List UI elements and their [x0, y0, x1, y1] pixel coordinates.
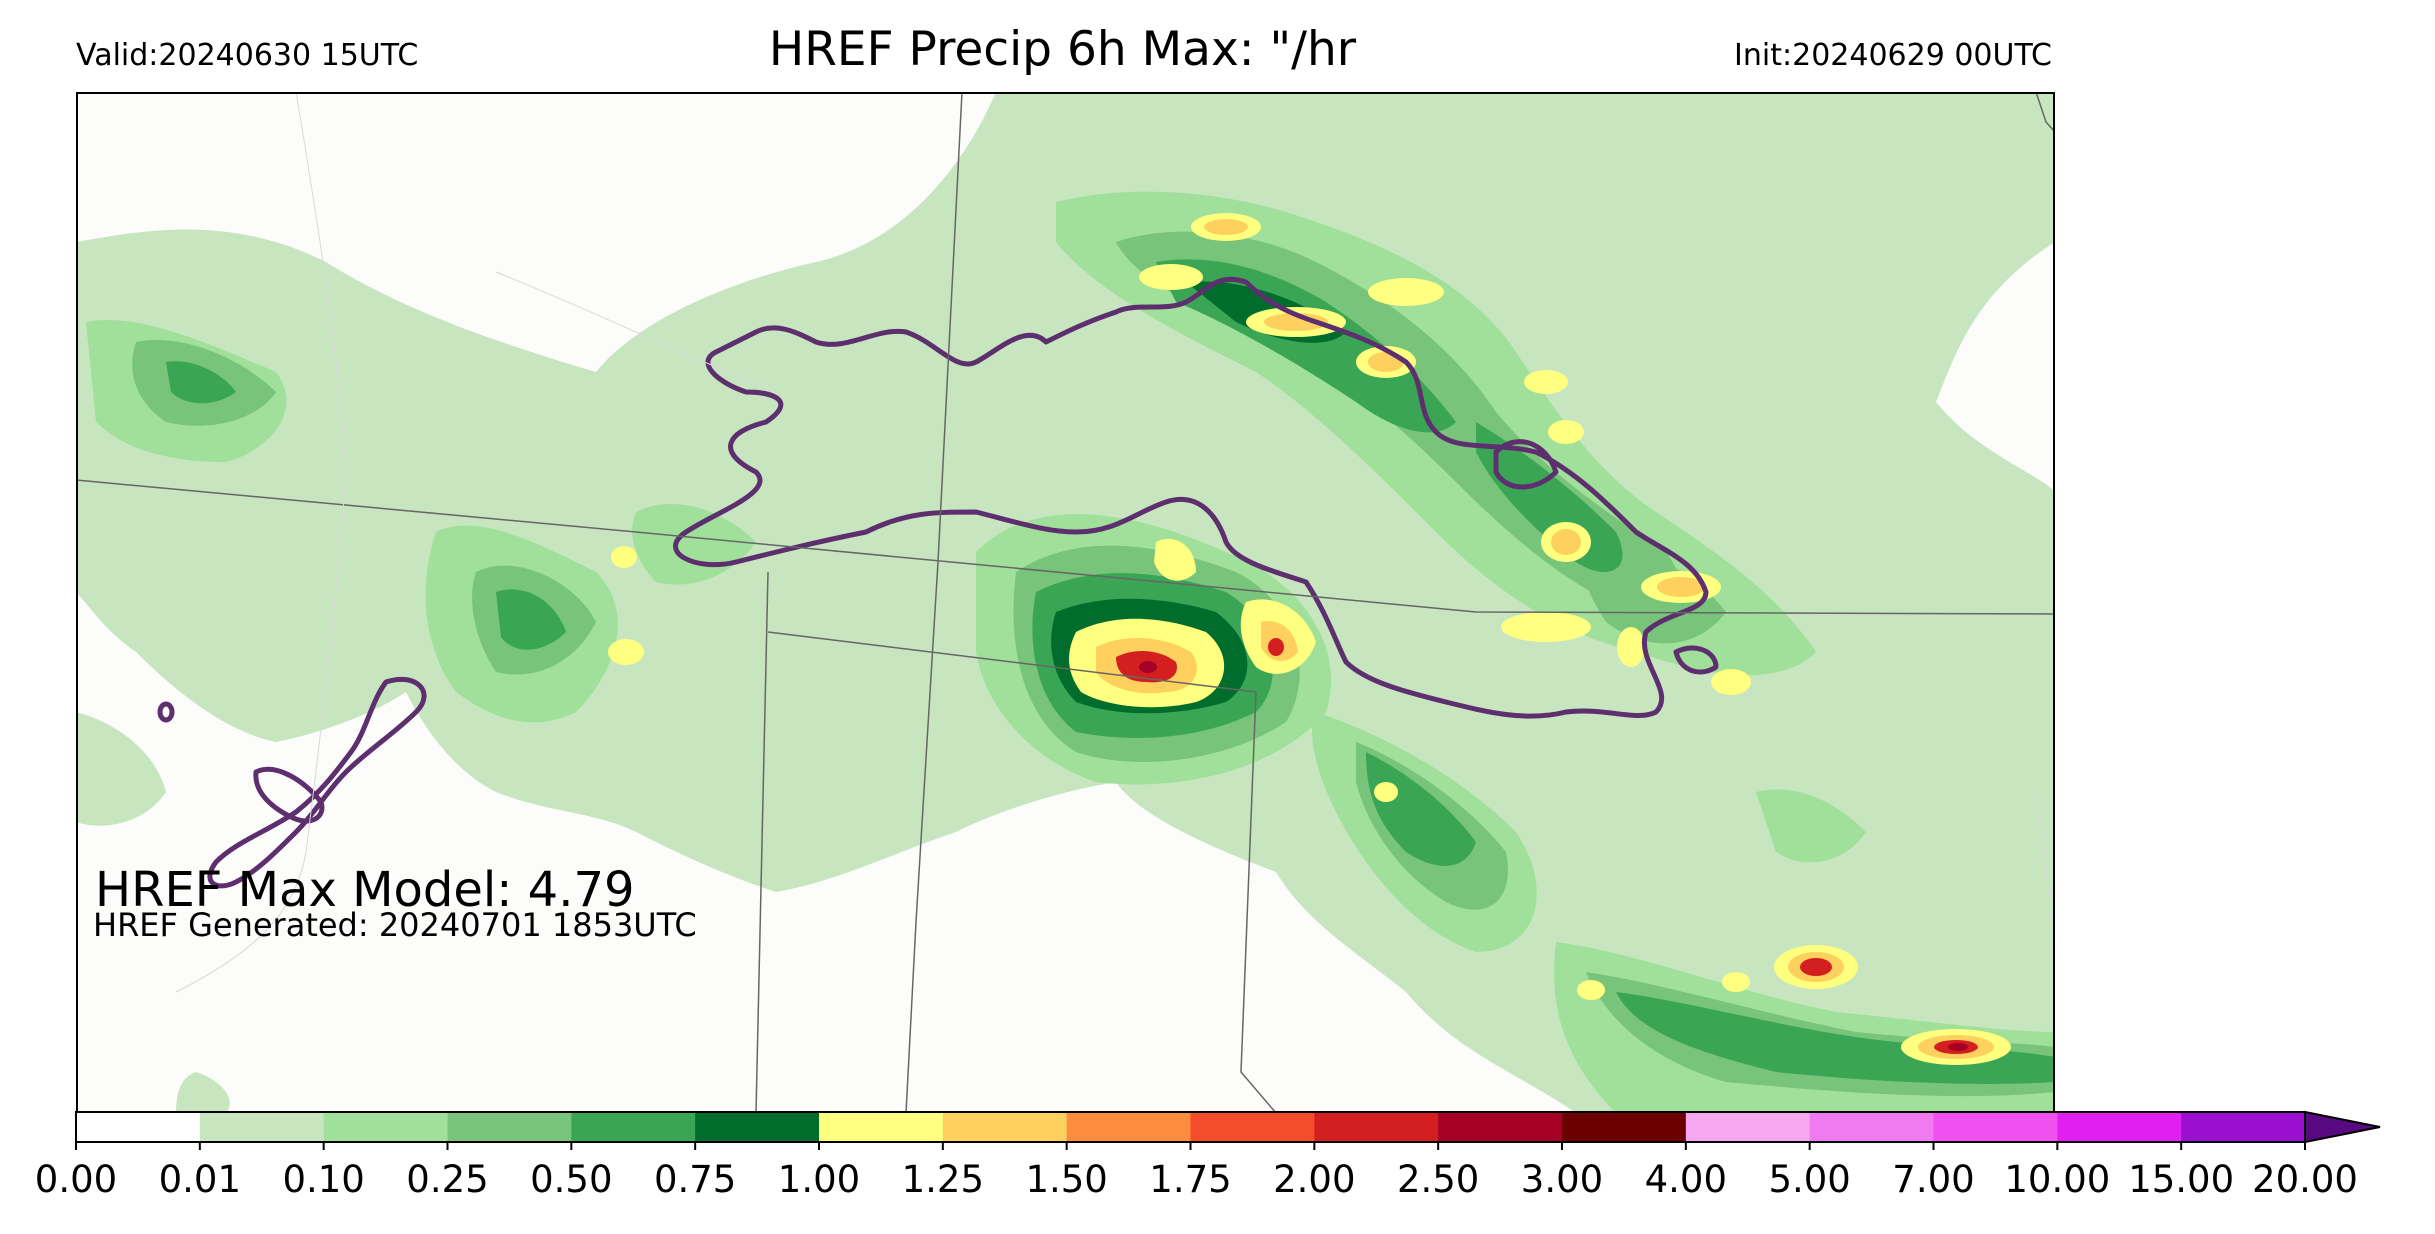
colorbar-swatch	[695, 1112, 820, 1142]
colorbar-swatch	[76, 1112, 201, 1142]
colorbar-tick-label: 2.50	[1397, 1158, 1479, 1201]
contour-outlines	[157, 276, 1719, 889]
generated-annotation: HREF Generated: 20240701 1853UTC	[93, 906, 697, 944]
colorbar-swatch	[1562, 1112, 1687, 1142]
precip-map	[76, 92, 2055, 1113]
colorbar-tick-label: 0.01	[159, 1158, 241, 1201]
colorbar-swatch	[942, 1112, 1068, 1142]
colorbar-swatch	[1314, 1112, 1439, 1142]
colorbar-tick-label: 2.00	[1273, 1158, 1355, 1201]
colorbar-swatch	[1933, 1112, 2058, 1142]
valid-time-label: Valid:20240630 15UTC	[76, 38, 419, 73]
colorbar-tick-label: 15.00	[2128, 1158, 2234, 1201]
colorbar-tick-label: 1.00	[778, 1158, 860, 1201]
colorbar-tick-label: 1.75	[1149, 1158, 1231, 1201]
colorbar-tick-label: 7.00	[1892, 1158, 1974, 1201]
colorbar-tick-label: 10.00	[2004, 1158, 2110, 1201]
colorbar: 0.00 0.01 0.10 0.25 0.50 0.75 1.00 1.25 1.50 1.75…	[35, 1110, 2381, 1201]
colorbar-tick-label: 0.00	[35, 1158, 117, 1201]
colorbar-tick-label: 3.00	[1521, 1158, 1603, 1201]
colorbar-swatch	[1066, 1112, 1191, 1142]
colorbar-swatch	[819, 1112, 944, 1142]
precip-cores-deep-red	[1139, 661, 1968, 1051]
colorbar-tick-labels: 0.00 0.01 0.10 0.25 0.50 0.75 1.00 1.25 1.50 1.75…	[35, 1142, 2358, 1201]
colorbar-swatch	[571, 1112, 696, 1142]
colorbar-tick-label: 0.50	[530, 1158, 612, 1201]
max-model-annotation: HREF Max Model: 4.79	[95, 862, 635, 918]
colorbar-tick-label: 20.00	[2252, 1158, 2358, 1201]
colorbar-tick-label: 1.25	[902, 1158, 984, 1201]
init-time-label: Init:20240629 00UTC	[1734, 38, 2052, 73]
colorbar-swatch	[1190, 1112, 1315, 1142]
colorbar-tick-label: 0.10	[282, 1158, 364, 1201]
colorbar-swatches	[75, 1110, 2381, 1144]
colorbar-swatch	[2057, 1112, 2182, 1142]
colorbar-swatch	[323, 1112, 448, 1142]
colorbar-swatch	[1685, 1112, 1811, 1142]
colorbar-swatch	[2181, 1112, 2306, 1142]
colorbar-tick-label: 0.25	[406, 1158, 488, 1201]
colorbar-swatch	[1438, 1112, 1563, 1142]
colorbar-tick-label: 1.50	[1025, 1158, 1107, 1201]
colorbar-tick-label: 4.00	[1645, 1158, 1727, 1201]
colorbar-swatch	[1809, 1112, 1934, 1142]
colorbar-extend-arrow	[2304, 1110, 2381, 1144]
border-lines	[76, 92, 2055, 1113]
colorbar-tick-label: 5.00	[1768, 1158, 1850, 1201]
colorbar-tick-label: 0.75	[654, 1158, 736, 1201]
colorbar-swatch	[447, 1112, 572, 1142]
colorbar-swatch	[199, 1112, 325, 1142]
map-title-text: HREF Precip 6h Max: "/hr	[768, 22, 1357, 77]
